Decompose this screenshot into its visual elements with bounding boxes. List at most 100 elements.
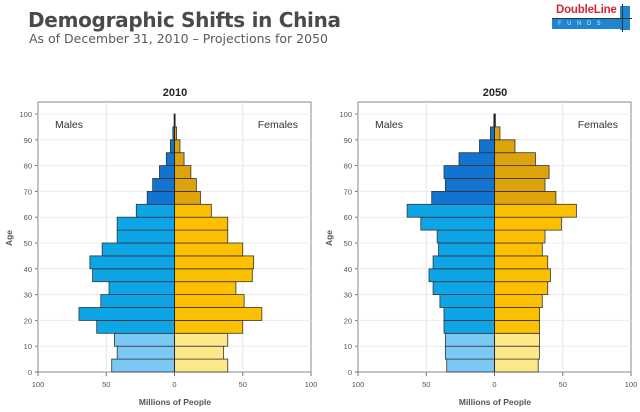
y-tick-label: 50 bbox=[24, 239, 32, 248]
y-tick-label: 40 bbox=[344, 265, 352, 274]
y-tick-label: 100 bbox=[339, 110, 352, 119]
bar-female-35-39 bbox=[174, 268, 253, 283]
bar-male-75-79 bbox=[443, 165, 495, 179]
page-title: Demographic Shifts in China bbox=[28, 8, 341, 32]
axes: 0 10 20 30 40 50 60 70 80 90 100 100 50 0 50 100 bbox=[19, 110, 317, 389]
males-label: Males bbox=[375, 119, 403, 131]
x-tick-label: 100 bbox=[32, 380, 45, 389]
pyramid-chart-2050: 2050 0 10 20 30 40 50 60 70 80 90 100 100 50 0 50 100 M… bbox=[324, 87, 637, 407]
bar-female-80-84 bbox=[174, 152, 185, 166]
bar-female-65-69 bbox=[494, 190, 557, 205]
bar-male-25-29 bbox=[100, 294, 175, 308]
bar-female-85-89 bbox=[494, 139, 516, 154]
y-tick-label: 30 bbox=[24, 291, 32, 300]
bar-male-10-14 bbox=[114, 332, 175, 347]
bar-female-70-74 bbox=[494, 178, 546, 192]
bar-female-60-64 bbox=[174, 203, 212, 218]
y-tick-label: 80 bbox=[24, 162, 32, 171]
bar-female-10-14 bbox=[494, 332, 540, 347]
bar-male-50-54 bbox=[436, 229, 495, 244]
chart-title: 2050 bbox=[483, 87, 507, 99]
y-tick-label: 30 bbox=[344, 291, 352, 300]
bar-female-30-34 bbox=[494, 281, 549, 296]
x-tick-label: 50 bbox=[559, 380, 567, 389]
bar-female-40-44 bbox=[174, 255, 255, 270]
bar-male-60-64 bbox=[406, 203, 495, 218]
bar-female-30-34 bbox=[174, 281, 237, 296]
bar-female-5-9 bbox=[494, 345, 540, 360]
females-label: Females bbox=[258, 119, 298, 131]
bar-female-40-44 bbox=[494, 255, 549, 270]
bars bbox=[78, 113, 263, 373]
bar-male-80-84 bbox=[165, 152, 175, 166]
logo-brand: DoubleLine bbox=[556, 4, 617, 16]
bar-female-70-74 bbox=[174, 178, 197, 192]
logo-rule-horizontal bbox=[552, 18, 632, 19]
bar-male-65-69 bbox=[431, 190, 495, 205]
bar-male-75-79 bbox=[159, 165, 175, 179]
x-tick-label: 100 bbox=[352, 380, 365, 389]
females-label: Females bbox=[578, 119, 618, 131]
doubleline-logo: DoubleLine FUNDS bbox=[552, 4, 632, 32]
x-tick-label: 50 bbox=[239, 380, 247, 389]
bar-male-55-59 bbox=[420, 216, 495, 231]
x-tick-label: 50 bbox=[422, 380, 430, 389]
bar-male-20-24 bbox=[78, 307, 175, 321]
bar-female-15-19 bbox=[494, 319, 540, 334]
axes: 0 10 20 30 40 50 60 70 80 90 100 100 50 0 50 100 bbox=[339, 110, 637, 389]
bar-male-20-24 bbox=[443, 307, 495, 321]
x-tick-label: 0 bbox=[172, 380, 176, 389]
bar-male-50-54 bbox=[116, 229, 175, 244]
bar-male-0-4 bbox=[111, 358, 175, 373]
y-axis-label: Age bbox=[324, 230, 334, 246]
bar-male-10-14 bbox=[444, 332, 495, 347]
x-tick-label: 50 bbox=[102, 380, 110, 389]
y-tick-label: 20 bbox=[24, 316, 32, 325]
y-tick-label: 10 bbox=[344, 342, 352, 351]
bar-female-85-89 bbox=[174, 139, 181, 154]
bar-female-45-49 bbox=[494, 242, 543, 257]
bar-male-0-4 bbox=[446, 358, 495, 373]
bar-male-5-9 bbox=[116, 345, 175, 360]
y-tick-label: 90 bbox=[344, 136, 352, 145]
y-tick-label: 40 bbox=[24, 265, 32, 274]
bar-female-25-29 bbox=[174, 294, 245, 308]
bar-female-25-29 bbox=[494, 294, 543, 308]
bar-male-15-19 bbox=[96, 319, 175, 334]
bar-female-60-64 bbox=[494, 203, 577, 218]
y-tick-label: 60 bbox=[344, 213, 352, 222]
logo-bar bbox=[552, 19, 620, 29]
bar-female-75-79 bbox=[494, 165, 550, 179]
y-tick-label: 20 bbox=[344, 316, 352, 325]
bar-male-15-19 bbox=[443, 319, 495, 334]
bar-female-0-4 bbox=[174, 358, 229, 373]
bar-male-70-74 bbox=[444, 178, 495, 192]
bar-male-40-44 bbox=[432, 255, 495, 270]
bar-male-60-64 bbox=[135, 203, 175, 218]
y-tick-label: 50 bbox=[344, 239, 352, 248]
bar-male-85-89 bbox=[170, 139, 175, 154]
bar-male-80-84 bbox=[458, 152, 495, 166]
y-tick-label: 0 bbox=[348, 368, 352, 377]
bar-female-5-9 bbox=[174, 345, 225, 360]
bar-male-65-69 bbox=[146, 190, 175, 205]
y-tick-label: 10 bbox=[24, 342, 32, 351]
bar-male-55-59 bbox=[116, 216, 175, 231]
chart-title: 2010 bbox=[163, 87, 187, 99]
bar-male-45-49 bbox=[101, 242, 175, 257]
bar-male-25-29 bbox=[439, 294, 495, 308]
bar-male-35-39 bbox=[92, 268, 175, 283]
y-tick-label: 100 bbox=[19, 110, 32, 119]
bar-female-15-19 bbox=[174, 319, 244, 334]
bar-female-45-49 bbox=[174, 242, 244, 257]
bar-female-50-54 bbox=[494, 229, 546, 244]
x-tick-label: 0 bbox=[492, 380, 496, 389]
y-tick-label: 90 bbox=[24, 136, 32, 145]
bar-male-30-34 bbox=[432, 281, 495, 296]
pyramid-chart-2010: 2010 0 10 20 30 40 50 60 70 80 90 100 100 50 0 50 100 M… bbox=[4, 87, 317, 407]
y-tick-label: 80 bbox=[344, 162, 352, 171]
bar-female-20-24 bbox=[494, 307, 540, 321]
bar-female-80-84 bbox=[494, 152, 536, 166]
bar-male-85-89 bbox=[479, 139, 495, 154]
logo-tagline: FUNDS bbox=[558, 21, 607, 27]
